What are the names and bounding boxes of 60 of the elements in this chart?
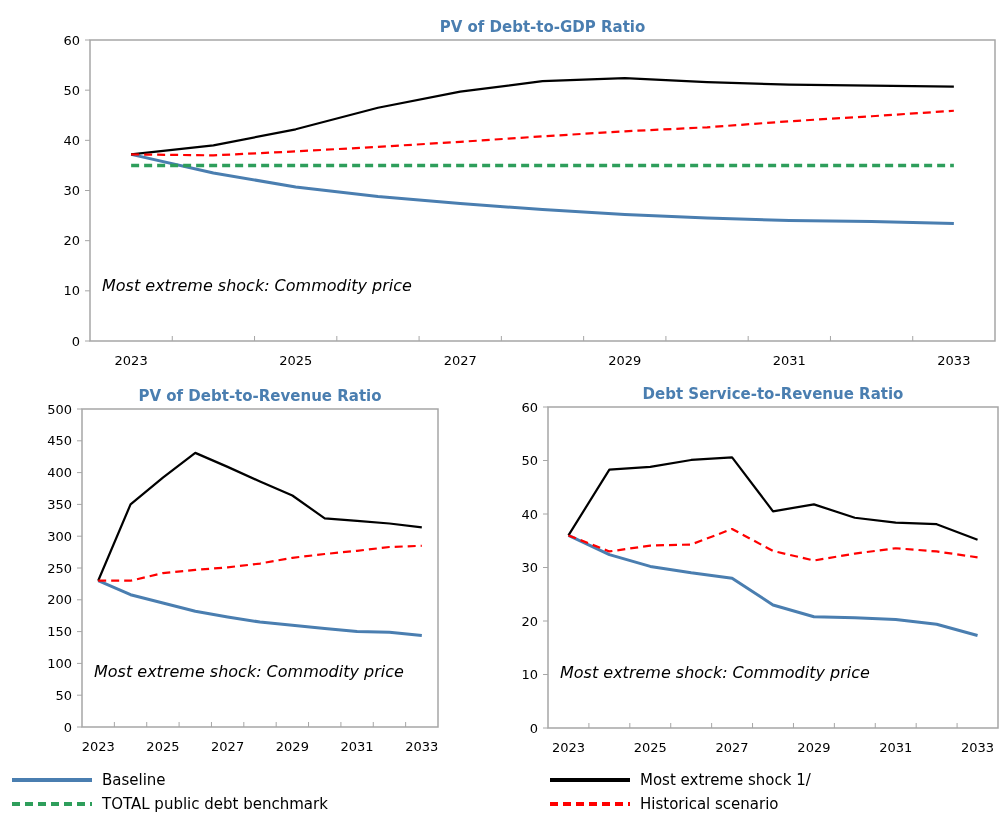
annotation: Most extreme shock: Commodity price bbox=[94, 662, 404, 681]
y-tick-label: 20 bbox=[521, 613, 538, 629]
y-tick-label: 50 bbox=[55, 687, 72, 703]
legend-label: Historical scenario bbox=[640, 795, 779, 813]
y-tick-label: 0 bbox=[529, 720, 538, 736]
y-tick-label: 60 bbox=[521, 399, 538, 415]
y-tick-label: 200 bbox=[47, 592, 72, 608]
legend-label: Most extreme shock 1/ bbox=[640, 771, 812, 790]
x-tick-label: 2033 bbox=[937, 353, 971, 368]
y-tick-label: 30 bbox=[521, 560, 538, 576]
y-tick-label: 350 bbox=[47, 496, 72, 512]
y-tick-label: 100 bbox=[47, 655, 72, 671]
y-tick-label: 10 bbox=[521, 667, 538, 683]
legend-label: TOTAL public debt benchmark bbox=[101, 795, 329, 813]
y-tick-label: 50 bbox=[63, 82, 80, 98]
x-tick-label: 2023 bbox=[114, 353, 148, 368]
y-tick-label: 30 bbox=[63, 183, 80, 199]
x-tick-label: 2023 bbox=[81, 739, 115, 754]
legend-label: Baseline bbox=[102, 771, 166, 790]
x-tick-label: 2025 bbox=[279, 353, 313, 368]
chart-title: PV of Debt-to-Revenue Ratio bbox=[138, 387, 382, 405]
x-tick-label: 2033 bbox=[405, 739, 439, 754]
y-tick-label: 40 bbox=[521, 506, 538, 522]
x-tick-label: 2029 bbox=[275, 739, 309, 754]
x-tick-label: 2025 bbox=[146, 739, 180, 754]
x-tick-label: 2029 bbox=[608, 353, 642, 368]
x-tick-label: 2029 bbox=[797, 740, 831, 755]
x-tick-label: 2031 bbox=[340, 739, 374, 754]
line-series bbox=[129, 152, 956, 226]
y-tick-label: 50 bbox=[521, 453, 538, 469]
y-tick-label: 40 bbox=[63, 132, 80, 148]
line-series bbox=[130, 109, 955, 157]
y-tick-label: 300 bbox=[47, 528, 72, 544]
annotation: Most extreme shock: Commodity price bbox=[102, 276, 412, 295]
x-tick-label: 2031 bbox=[879, 740, 913, 755]
y-tick-label: 500 bbox=[47, 401, 72, 417]
chart-title: PV of Debt-to-GDP Ratio bbox=[439, 18, 646, 36]
y-tick-label: 20 bbox=[63, 233, 80, 249]
line-series bbox=[96, 579, 424, 637]
x-tick-label: 2027 bbox=[211, 739, 245, 754]
y-tick-label: 0 bbox=[63, 719, 72, 735]
line-series bbox=[97, 544, 423, 582]
y-tick-label: 450 bbox=[47, 433, 72, 449]
y-tick-label: 400 bbox=[47, 465, 72, 481]
y-tick-label: 250 bbox=[47, 560, 72, 576]
chart-title: Debt Service-to-Revenue Ratio bbox=[642, 385, 904, 403]
x-tick-label: 2027 bbox=[443, 353, 477, 368]
y-tick-label: 10 bbox=[63, 283, 80, 299]
annotation: Most extreme shock: Commodity price bbox=[560, 663, 870, 682]
y-tick-label: 150 bbox=[47, 624, 72, 640]
line-series bbox=[97, 451, 423, 582]
y-tick-label: 0 bbox=[71, 333, 80, 349]
x-tick-label: 2031 bbox=[772, 353, 806, 368]
x-tick-label: 2023 bbox=[551, 740, 585, 755]
y-tick-label: 60 bbox=[63, 32, 80, 48]
line-series bbox=[567, 456, 979, 541]
x-tick-label: 2025 bbox=[633, 740, 667, 755]
x-tick-label: 2033 bbox=[961, 740, 995, 755]
line-series bbox=[567, 527, 979, 562]
x-tick-label: 2027 bbox=[715, 740, 749, 755]
